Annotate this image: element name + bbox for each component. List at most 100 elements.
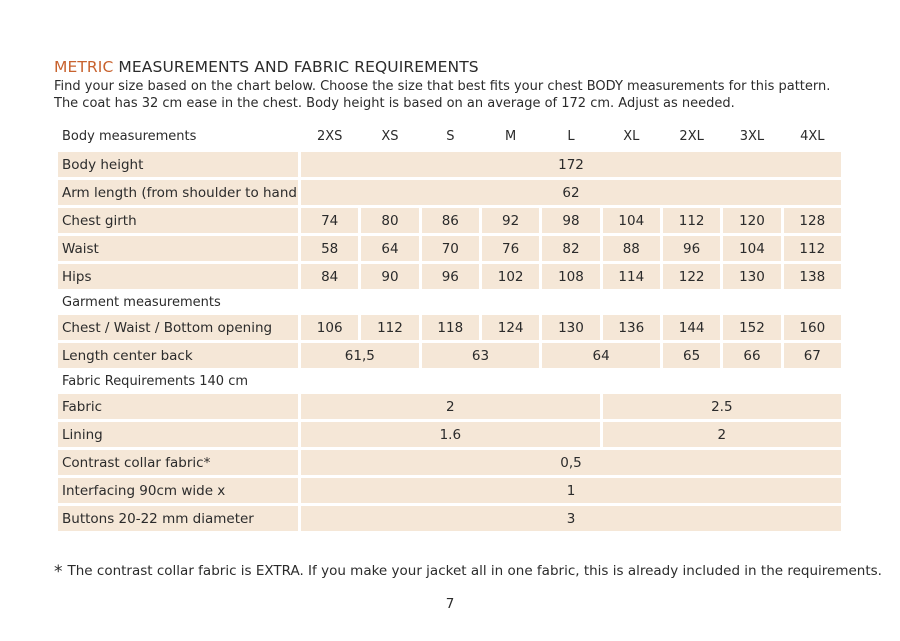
value-cell: 114 [602, 264, 660, 289]
table-row: Hips 84 90 96 102 108 114 122 130 138 [58, 264, 841, 289]
value-cell: 104 [723, 236, 781, 261]
value-cell: 3 [301, 506, 841, 531]
value-cell: 2 [602, 422, 841, 447]
value-cell: 118 [421, 315, 479, 340]
value-cell: 152 [723, 315, 781, 340]
size-header: M [505, 128, 517, 144]
table-row: Length center back 61,5 63 64 65 66 67 [58, 343, 841, 368]
table-row: Buttons 20-22 mm diameter 3 [58, 506, 841, 531]
value-cell: 62 [301, 180, 841, 205]
value-cell: 80 [361, 208, 419, 233]
page-title: METRIC MEASUREMENTS AND FABRIC REQUIREME… [54, 58, 479, 76]
table-row: Lining 1.6 2 [58, 422, 841, 447]
row-label: Chest / Waist / Bottom opening [58, 315, 298, 340]
value-cell: 66 [723, 343, 781, 368]
table-row: Chest / Waist / Bottom opening 106 112 118 1… [58, 315, 841, 340]
footnote-asterisk: * [54, 562, 63, 582]
value-cell: 98 [542, 208, 600, 233]
row-label: Length center back [58, 343, 298, 368]
row-label: Hips [58, 264, 298, 289]
table-row: Chest girth 74 80 86 92 98 104 112 120 128 [58, 208, 841, 233]
value-cell: 160 [783, 315, 841, 340]
value-cell: 130 [542, 315, 600, 340]
size-header: XL [623, 128, 640, 144]
intro-line-2: The coat has 32 cm ease in the chest. Bo… [54, 96, 735, 111]
value-cell: 61,5 [301, 343, 419, 368]
size-header: 3XL [739, 128, 765, 144]
footnote-text: The contrast collar fabric is EXTRA. If … [67, 563, 882, 579]
section-label: Garment measurements [62, 294, 221, 310]
title-accent: METRIC [54, 58, 114, 76]
value-cell: 102 [481, 264, 540, 289]
value-cell: 0,5 [301, 450, 841, 475]
value-cell: 65 [662, 343, 721, 368]
value-cell: 138 [783, 264, 841, 289]
row-label: Chest girth [58, 208, 298, 233]
row-label: Waist [58, 236, 298, 261]
table-row: Fabric 2 2.5 [58, 394, 841, 419]
row-label: Arm length (from shoulder to hand) [58, 180, 298, 205]
row-label: Interfacing 90cm wide x [58, 478, 298, 503]
size-header: L [567, 128, 575, 144]
title-rest: MEASUREMENTS AND FABRIC REQUIREMENTS [113, 58, 479, 76]
section-header-row: Fabric Requirements 140 cm [58, 371, 841, 391]
size-header: XS [381, 128, 399, 144]
table-row: Contrast collar fabric* 0,5 [58, 450, 841, 475]
value-cell: 58 [301, 236, 359, 261]
section-spacer [301, 292, 841, 312]
section-label: Body measurements [62, 128, 197, 144]
value-cell: 82 [542, 236, 600, 261]
section-label: Fabric Requirements 140 cm [62, 373, 249, 389]
value-cell: 76 [481, 236, 540, 261]
value-cell: 74 [301, 208, 359, 233]
section-header-row: Body measurements 2XS XS S M L XL 2XL 3XL 4XL [58, 123, 841, 149]
value-cell: 112 [361, 315, 419, 340]
table-row: Arm length (from shoulder to hand) 62 [58, 180, 841, 205]
value-cell: 136 [602, 315, 660, 340]
size-header: 2XS [316, 128, 343, 144]
value-cell: 108 [542, 264, 600, 289]
value-cell: 1 [301, 478, 841, 503]
value-cell: 122 [662, 264, 721, 289]
footnote: * The contrast collar fabric is EXTRA. If… [54, 560, 882, 582]
value-cell: 144 [662, 315, 721, 340]
intro-text: Find your size based on the chart below.… [54, 78, 830, 112]
section-header-row: Garment measurements [58, 292, 841, 312]
row-label: Fabric [58, 394, 298, 419]
value-cell: 92 [481, 208, 540, 233]
value-cell: 96 [662, 236, 721, 261]
value-cell: 96 [421, 264, 479, 289]
value-cell: 84 [301, 264, 359, 289]
row-label: Lining [58, 422, 298, 447]
value-cell: 106 [301, 315, 359, 340]
value-cell: 90 [361, 264, 419, 289]
size-header: S [446, 128, 455, 144]
row-label: Body height [58, 152, 298, 177]
value-cell: 130 [723, 264, 781, 289]
size-header: 4XL [800, 128, 825, 144]
value-cell: 2 [301, 394, 600, 419]
value-cell: 128 [783, 208, 841, 233]
value-cell: 104 [602, 208, 660, 233]
row-label: Buttons 20-22 mm diameter [58, 506, 298, 531]
value-cell: 1.6 [301, 422, 600, 447]
value-cell: 172 [301, 152, 841, 177]
value-cell: 64 [542, 343, 660, 368]
page-number: 7 [445, 596, 455, 612]
value-cell: 88 [602, 236, 660, 261]
value-cell: 86 [421, 208, 479, 233]
size-header: 2XL [679, 128, 704, 144]
value-cell: 124 [481, 315, 540, 340]
value-cell: 112 [662, 208, 721, 233]
table-row: Body height 172 [58, 152, 841, 177]
section-spacer [301, 371, 841, 391]
size-chart-table: Body measurements 2XS XS S M L XL 2XL 3XL 4XL Body… [55, 120, 844, 534]
value-cell: 63 [421, 343, 540, 368]
value-cell: 70 [421, 236, 479, 261]
value-cell: 120 [723, 208, 781, 233]
row-label: Contrast collar fabric* [58, 450, 298, 475]
value-cell: 67 [783, 343, 841, 368]
value-cell: 112 [783, 236, 841, 261]
